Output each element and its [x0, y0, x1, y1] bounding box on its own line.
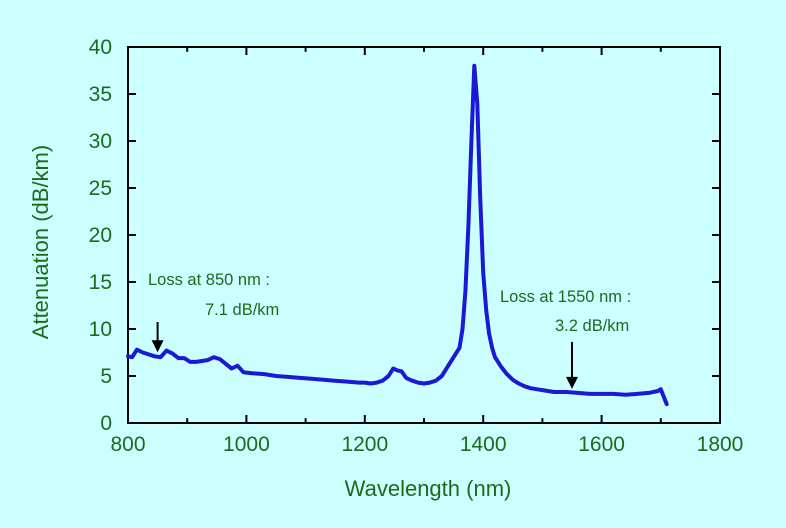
annotation-label: Loss at 850 nm :: [148, 271, 270, 289]
x-tick-label: 1600: [578, 433, 625, 456]
y-tick-label: 30: [89, 130, 112, 153]
y-tick-label: 15: [89, 271, 112, 294]
axis-ticks: [127, 46, 721, 424]
x-tick-label: 800: [110, 433, 145, 456]
x-tick-label: 1800: [697, 433, 744, 456]
x-tick-label: 1000: [223, 433, 270, 456]
annotation-value: 7.1 dB/km: [205, 301, 279, 319]
y-tick-label: 0: [100, 412, 112, 435]
annotation-arrow-head: [566, 376, 578, 389]
tick-labels: 800 1000 1200 1400 1600 1800 0 5 10 15 20 25 30 35 40: [89, 36, 744, 456]
plot-frame: [127, 46, 721, 424]
annotations: Loss at 850 nm : 7.1 dB/km Loss at 1550 nm…: [148, 271, 631, 389]
y-tick-label: 40: [89, 36, 112, 59]
y-tick-label: 5: [100, 365, 112, 388]
annotation-value: 3.2 dB/km: [555, 317, 629, 335]
annotation-label: Loss at 1550 nm :: [500, 288, 631, 306]
y-tick-label: 25: [89, 177, 112, 200]
x-tick-label: 1200: [341, 433, 388, 456]
y-tick-label: 20: [89, 224, 112, 247]
annotation-arrow-head: [151, 340, 164, 353]
x-tick-label: 1400: [460, 433, 507, 456]
attenuation-curve: [126, 63, 669, 407]
y-tick-label: 10: [89, 318, 112, 341]
y-axis-label: Attenuation (dB/km): [28, 145, 53, 339]
x-axis-label: Wavelength (nm): [345, 476, 512, 501]
y-tick-label: 35: [89, 83, 112, 106]
